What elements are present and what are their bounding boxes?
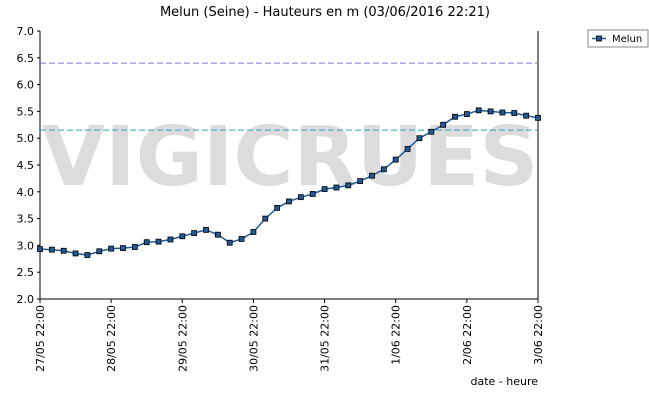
point: [535, 114, 541, 121]
point: [120, 245, 126, 251]
y-tick-label: 6.5: [17, 52, 35, 65]
point: [511, 110, 518, 116]
x-tick-label: 27/05 22:00: [34, 305, 47, 372]
point: [262, 215, 269, 222]
point: [309, 191, 316, 197]
point: [143, 239, 150, 246]
point: [523, 112, 530, 119]
point: [250, 229, 257, 235]
point: [297, 194, 304, 201]
x-tick-label: 2/06 22:00: [461, 305, 474, 365]
point: [274, 204, 281, 211]
point: [404, 146, 411, 152]
y-tick-label: 2.0: [17, 293, 35, 306]
y-tick-label: 5.5: [17, 105, 35, 118]
point: [440, 121, 447, 128]
point: [333, 184, 340, 191]
x-tick-label: 28/05 22:00: [105, 305, 118, 372]
point: [499, 109, 506, 116]
point: [416, 135, 423, 142]
y-tick-label: 3.0: [17, 239, 35, 252]
point: [369, 172, 375, 179]
point: [155, 238, 162, 245]
point: [108, 245, 115, 252]
y-tick-label: 6.0: [17, 79, 35, 92]
point: [191, 230, 198, 236]
y-tick-label: 7.0: [17, 25, 35, 38]
y-tick-label: 4.0: [17, 186, 35, 199]
point: [286, 198, 292, 205]
point: [321, 186, 328, 193]
point: [48, 246, 55, 253]
legend-label: Melun: [612, 34, 642, 45]
point: [357, 178, 364, 184]
point: [84, 252, 91, 258]
point: [487, 108, 494, 115]
y-tick-label: 2.5: [17, 266, 35, 279]
point: [428, 128, 435, 135]
y-tick-label: 5.0: [17, 132, 35, 145]
x-tick-label: 30/05 22:00: [247, 305, 260, 372]
point: [203, 226, 209, 233]
point: [452, 113, 458, 120]
point: [167, 236, 174, 243]
point: [60, 247, 67, 254]
watermark: VIGICRUES: [42, 110, 539, 205]
x-tick-label: 29/05 22:00: [176, 305, 189, 372]
point: [226, 239, 233, 246]
point: [214, 231, 221, 238]
point: [463, 111, 470, 117]
point: [345, 182, 352, 189]
point: [475, 107, 482, 114]
chart-title: Melun (Seine) - Hauteurs en m (03/06/201…: [160, 5, 490, 20]
point: [72, 250, 79, 257]
point: [37, 246, 43, 253]
x-axis-label: date - heure: [470, 375, 538, 388]
point: [179, 233, 186, 240]
legend-marker: [596, 35, 602, 42]
point: [392, 156, 399, 163]
y-tick-label: 3.5: [17, 213, 35, 226]
point: [238, 236, 245, 242]
x-tick-label: 1/06 22:00: [390, 305, 403, 365]
x-tick-label: 3/06 22:00: [532, 305, 545, 365]
x-tick-label: 31/05 22:00: [319, 305, 332, 372]
point: [96, 248, 103, 255]
legend-box: [587, 29, 649, 48]
point: [131, 244, 138, 250]
point: [380, 166, 387, 173]
y-tick-label: 4.5: [17, 159, 35, 172]
